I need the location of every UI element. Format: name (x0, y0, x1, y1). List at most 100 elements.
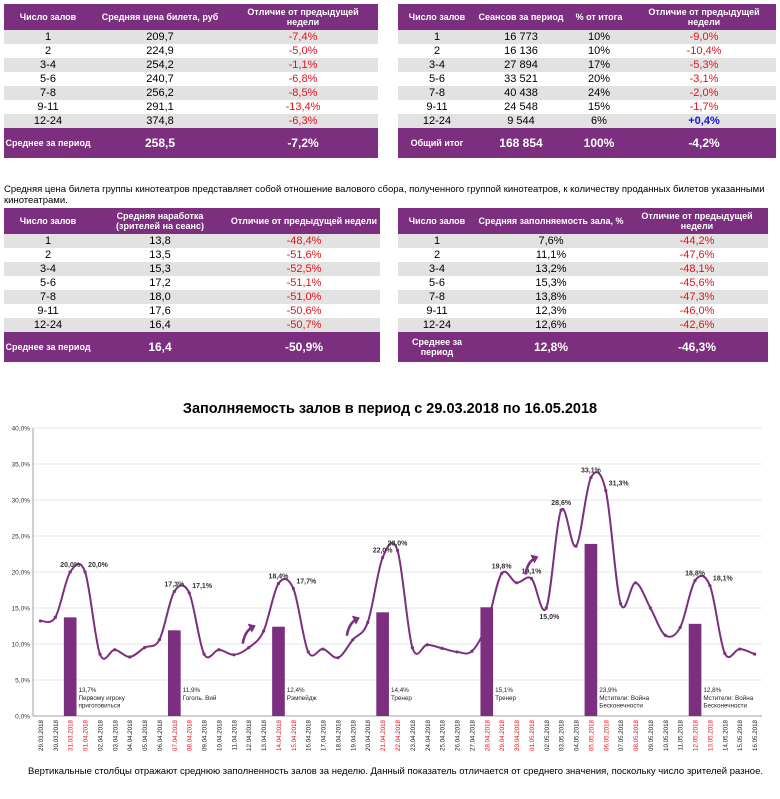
x-tick-label: 06.05.2018 (603, 719, 610, 751)
point-value-label: 19,1% (521, 568, 542, 575)
bar-value-label: 13,7% (79, 687, 97, 694)
col-header-halls: Число залов (4, 208, 92, 234)
line-point (514, 581, 519, 585)
total-row: Среднее за период 258,5 -7,2% (4, 128, 378, 158)
hall-count-cell: 9-11 (4, 304, 92, 318)
col-header-diff: Отличие от предыдущей недели (632, 4, 776, 30)
line-point (172, 589, 176, 594)
line-point (455, 650, 459, 654)
total-value: 168 854 (476, 128, 566, 158)
line-point (128, 655, 132, 659)
line-point (187, 591, 191, 595)
value-cell: 11,1% (476, 248, 626, 262)
col-header-share: % от итога (566, 4, 632, 30)
table-row: 2 224,9 -5,0% (4, 44, 378, 58)
col-header-diff: Отличие от предыдущей недели (626, 208, 768, 234)
x-tick-label: 30.03.2018 (53, 719, 60, 751)
x-tick-label: 20.04.2018 (365, 719, 372, 751)
x-tick-label: 09.05.2018 (648, 719, 655, 751)
x-tick-label: 08.05.2018 (633, 719, 640, 751)
total-value: 16,4 (92, 332, 228, 362)
value-cell: -44,2% (626, 234, 768, 248)
value-cell: -42,6% (626, 318, 768, 332)
col-header-sessions: Сеансов за период (476, 4, 566, 30)
value-cell: 16 136 (476, 44, 566, 58)
trend-arrow-head-icon (247, 623, 256, 633)
value-cell: 33 521 (476, 72, 566, 86)
value-cell: -8,5% (228, 86, 378, 100)
bar-value-label: 11,9% (183, 687, 201, 694)
x-tick-label: 06.04.2018 (157, 719, 164, 751)
value-cell: 17,2 (92, 276, 228, 290)
col-header-halls: Число залов (398, 4, 476, 30)
value-cell: -50,6% (228, 304, 380, 318)
table-row: 5-6 240,7 -6,8% (4, 72, 378, 86)
hall-count-cell: 7-8 (4, 290, 92, 304)
value-cell: -51,0% (228, 290, 380, 304)
table-row: 7-8 256,2 -8,5% (4, 86, 378, 100)
x-tick-label: 11.04.2018 (231, 719, 238, 750)
col-header-diff: Отличие от предыдущей недели (228, 208, 380, 234)
col-header-diff: Отличие от предыдущей недели (228, 4, 378, 30)
line-point (232, 653, 236, 657)
value-cell: -1,1% (228, 58, 378, 72)
table-row: 3-4 254,2 -1,1% (4, 58, 378, 72)
value-cell: 254,2 (92, 58, 228, 72)
x-tick-label: 12.05.2018 (693, 719, 700, 751)
x-tick-label: 26.04.2018 (455, 719, 462, 751)
value-cell: 24 548 (476, 100, 566, 114)
line-point (366, 620, 370, 624)
y-tick-label: 15,0% (12, 606, 31, 613)
value-cell: 13,5 (92, 248, 228, 262)
x-tick-label: 10.05.2018 (663, 719, 670, 751)
x-tick-label: 29.03.2018 (38, 719, 45, 751)
line-point (738, 647, 742, 651)
weekly-bar (688, 623, 702, 716)
value-cell: 12,3% (476, 304, 626, 318)
trend-arrow-head-icon (351, 615, 360, 625)
line-point (98, 652, 102, 656)
total-value: 12,8% (476, 332, 626, 362)
line-point (113, 648, 117, 652)
col-header-avg-price: Средняя цена билета, руб (92, 4, 228, 30)
line-point (425, 643, 429, 647)
value-cell: 256,2 (92, 86, 228, 100)
line-point (276, 581, 281, 586)
x-tick-label: 21.04.2018 (380, 719, 387, 751)
value-cell: 17% (566, 58, 632, 72)
col-header-viewers-per-session: Средняя наработка (зрителей на сеанс) (92, 208, 228, 234)
value-cell: -52,5% (228, 262, 380, 276)
bar-film-label: Тренер (391, 695, 412, 702)
value-cell: -5,3% (632, 58, 776, 72)
value-cell: 13,2% (476, 262, 626, 276)
hall-count-cell: 3-4 (4, 262, 92, 276)
x-tick-label: 05.04.2018 (142, 719, 149, 751)
total-label: Среднее за период (4, 332, 92, 362)
point-value-label: 33,1% (581, 468, 602, 475)
table-row: 12-24 16,4 -50,7% (4, 318, 380, 332)
x-tick-label: 30.04.2018 (514, 719, 521, 751)
value-cell: 16 773 (476, 30, 566, 44)
value-cell: 15,3 (92, 262, 228, 276)
bar-film-label: Тренер (495, 695, 516, 702)
table-row: 12-24 12,6% -42,6% (398, 318, 768, 332)
col-header-halls: Число залов (4, 4, 92, 30)
value-cell: 17,6 (92, 304, 228, 318)
table-row: 7-8 18,0 -51,0% (4, 290, 380, 304)
x-tick-label: 03.04.2018 (112, 719, 119, 751)
table-row: 5-6 33 521 20% -3,1% (398, 72, 776, 86)
table-row: 12-24 374,8 -6,3% (4, 114, 378, 128)
line-point (336, 656, 340, 660)
hall-count-cell: 2 (398, 44, 476, 58)
value-cell: 12,6% (476, 318, 626, 332)
hall-count-cell: 5-6 (4, 276, 92, 290)
hall-count-cell: 1 (398, 30, 476, 44)
bar-film-label: Мстители: Война Бесконечности (703, 694, 753, 710)
x-tick-label: 31.03.2018 (68, 719, 75, 751)
weekly-bar (272, 626, 285, 716)
bar-film-label: Рэмпейдж (287, 694, 318, 702)
y-tick-label: 25,0% (12, 534, 31, 541)
hall-count-cell: 9-11 (4, 100, 92, 114)
total-label: Среднее за период (398, 332, 476, 362)
point-value-label: 18,1% (713, 576, 734, 583)
